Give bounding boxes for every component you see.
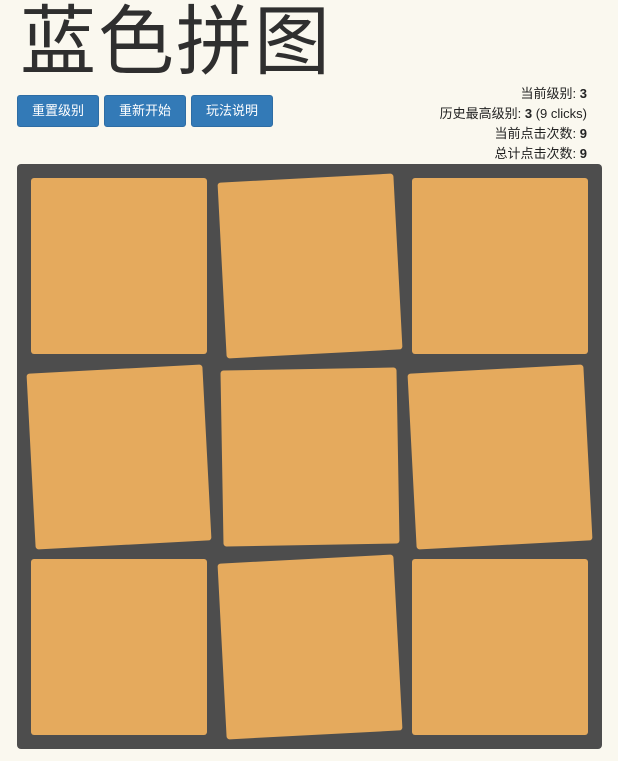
puzzle-tile-r2-c1[interactable] bbox=[217, 554, 402, 740]
puzzle-tile-r0-c2[interactable] bbox=[411, 178, 588, 355]
help-button[interactable]: 玩法说明 bbox=[191, 95, 273, 127]
current-level-stat: 当前级别: 3 bbox=[440, 84, 587, 104]
current-clicks-value: 9 bbox=[579, 126, 587, 141]
puzzle-tile-r0-c0[interactable] bbox=[31, 178, 208, 355]
puzzle-tile-r1-c2[interactable] bbox=[407, 364, 593, 549]
puzzle-tile-r2-c0[interactable] bbox=[31, 558, 208, 735]
reset-level-button[interactable]: 重置级别 bbox=[17, 95, 99, 127]
current-level-label: 当前级别: bbox=[520, 86, 580, 101]
puzzle-tile-r2-c2[interactable] bbox=[411, 558, 588, 735]
puzzle-tile-r0-c1[interactable] bbox=[217, 173, 402, 359]
puzzle-tile-r1-c0[interactable] bbox=[26, 364, 212, 549]
total-clicks-stat: 总计点击次数: 9 bbox=[440, 144, 587, 164]
toolbar: 重置级别 重新开始 玩法说明 bbox=[17, 95, 273, 127]
current-clicks-stat: 当前点击次数: 9 bbox=[440, 124, 587, 144]
page-title: 蓝色拼图 bbox=[20, 0, 332, 86]
total-clicks-label: 总计点击次数: bbox=[494, 146, 580, 161]
current-level-value: 3 bbox=[579, 86, 587, 101]
current-clicks-label: 当前点击次数: bbox=[494, 126, 580, 141]
total-clicks-value: 9 bbox=[579, 146, 587, 161]
best-level-value: 3 bbox=[524, 106, 533, 121]
best-level-label: 历史最高级别: bbox=[439, 106, 525, 121]
restart-button[interactable]: 重新开始 bbox=[104, 95, 186, 127]
best-level-stat: 历史最高级别: 3 (9 clicks) bbox=[440, 104, 587, 124]
puzzle-tile-r1-c1[interactable] bbox=[219, 366, 400, 547]
puzzle-board bbox=[17, 164, 602, 749]
stats-panel: 当前级别: 3 历史最高级别: 3 (9 clicks) 当前点击次数: 9 总… bbox=[440, 84, 587, 164]
best-level-clicks: (9 clicks) bbox=[532, 106, 587, 121]
